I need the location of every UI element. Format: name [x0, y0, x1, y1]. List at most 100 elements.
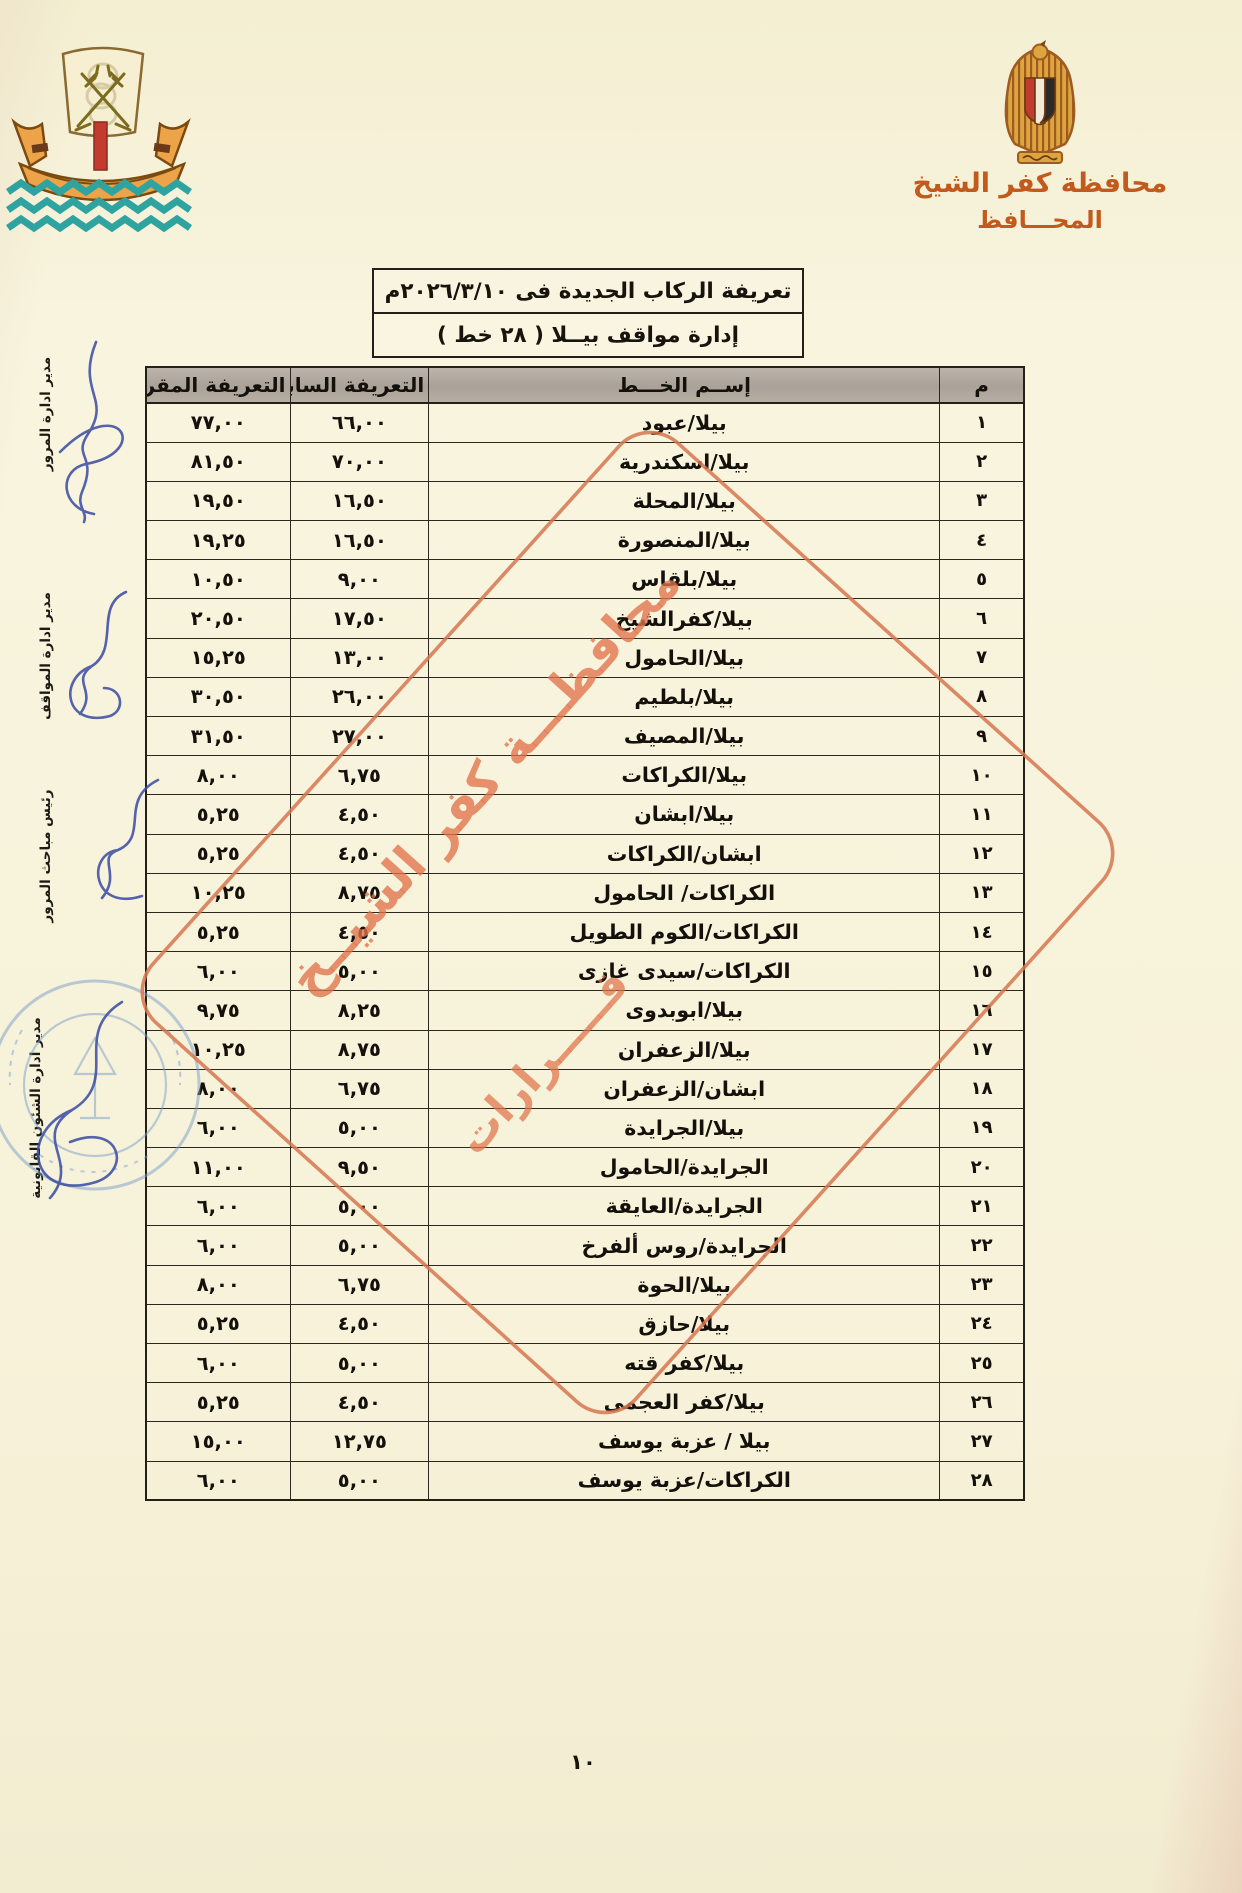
- table-row: ٨ بيلا/بلطيم ٢٦,٠٠ ٣٠,٥٠: [145, 676, 1025, 718]
- table-row: ٢٧ بيلا / عزبة يوسف ١٢,٧٥ ١٥,٠٠: [145, 1421, 1025, 1462]
- row-previous-fare-cell: ٨,٧٥: [289, 872, 430, 913]
- row-previous-fare-cell: ٩,٥٠: [289, 1147, 430, 1188]
- row-line-name-cell: بيلا/ابشان: [428, 794, 941, 835]
- row-approved-fare-cell: ٩,٧٥: [145, 990, 291, 1031]
- official-title-traffic-director: مدير ادارة المرور: [38, 356, 54, 472]
- row-index-cell: ٢٥: [939, 1342, 1025, 1384]
- row-approved-fare-cell: ٦,٠٠: [145, 1225, 291, 1266]
- table-row: ١٠ بيلا/الكراكات ٦,٧٥ ٨,٠٠: [145, 755, 1025, 796]
- row-approved-fare-cell: ٨١,٥٠: [145, 441, 291, 482]
- row-index-cell: ٥: [939, 559, 1025, 600]
- row-index-cell: ٢٨: [939, 1460, 1025, 1501]
- row-previous-fare-cell: ٥,٠٠: [289, 1107, 430, 1149]
- row-line-name-cell: بيلا/عبود: [428, 402, 941, 443]
- row-index-cell: ٢٣: [939, 1264, 1025, 1305]
- row-approved-fare-cell: ٦,٠٠: [145, 951, 291, 992]
- signature-traffic-director: [58, 340, 124, 524]
- row-line-name-cell: ابشان/الكراكات: [428, 833, 941, 874]
- fare-table: م إســم الخـــط التعريفة السابقة التعريف…: [145, 366, 1025, 1502]
- official-title-stations-director: مدير ادارة المواقف: [38, 592, 54, 720]
- header-previous-fare: التعريفة السابقة: [289, 366, 430, 404]
- governorate-office-block: محافظة كفر الشيخ المحـــافظ: [912, 168, 1168, 234]
- row-line-name-cell: بيلا / عزبة يوسف: [428, 1421, 941, 1462]
- table-row: ٢٤ بيلا/حازق ٤,٥٠ ٥,٢٥: [145, 1303, 1025, 1345]
- row-previous-fare-cell: ١٦,٥٠: [289, 480, 430, 522]
- row-index-cell: ١٨: [939, 1068, 1025, 1109]
- row-approved-fare-cell: ٥,٢٥: [145, 1382, 291, 1423]
- table-row: ٢٣ بيلا/الحوة ٦,٧٥ ٨,٠٠: [145, 1264, 1025, 1305]
- title-line1-suffix: م: [384, 279, 401, 304]
- row-approved-fare-cell: ٥,٢٥: [145, 794, 291, 835]
- table-row: ٢٨ الكراكات/عزبة يوسف ٥,٠٠ ٦,٠٠: [145, 1460, 1025, 1501]
- row-previous-fare-cell: ١٣,٠٠: [289, 637, 430, 678]
- row-line-name-cell: بيلا/حازق: [428, 1303, 941, 1345]
- row-line-name-cell: بيلا/الكراكات: [428, 755, 941, 796]
- official-title-traffic-investigations-chief: رئيس مباحث المرور: [38, 789, 54, 923]
- row-approved-fare-cell: ١٠,٥٠: [145, 559, 291, 600]
- row-approved-fare-cell: ١٥,٠٠: [145, 1421, 291, 1462]
- row-previous-fare-cell: ١٢,٧٥: [289, 1421, 430, 1462]
- row-index-cell: ١١: [939, 794, 1025, 835]
- table-row: ١٤ الكراكات/الكوم الطويل ٤,٥٠ ٥,٢٥: [145, 911, 1025, 953]
- table-row: ١٨ ابشان/الزعفران ٦,٧٥ ٨,٠٠: [145, 1068, 1025, 1109]
- row-line-name-cell: الكراكات/ الحامول: [428, 872, 941, 913]
- row-previous-fare-cell: ٨,٢٥: [289, 990, 430, 1031]
- title-line1: تعريفة الركاب الجديدة فى ٢٠٢٦/٣/١٠م: [372, 268, 804, 314]
- row-previous-fare-cell: ٢٧,٠٠: [289, 715, 430, 757]
- row-approved-fare-cell: ٦,٠٠: [145, 1460, 291, 1501]
- row-line-name-cell: بيلا/كفر العجمى: [428, 1382, 941, 1423]
- row-index-cell: ١٥: [939, 951, 1025, 992]
- fare-table-body: ١ بيلا/عبود ٦٦,٠٠ ٧٧,٠٠ ٢ بيلا/اسكندرية …: [145, 402, 1025, 1501]
- row-line-name-cell: بيلا/المنصورة: [428, 520, 941, 561]
- row-index-cell: ٢٤: [939, 1303, 1025, 1345]
- row-approved-fare-cell: ٦,٠٠: [145, 1186, 291, 1227]
- row-index-cell: ٤: [939, 520, 1025, 561]
- row-approved-fare-cell: ٨,٠٠: [145, 755, 291, 796]
- row-approved-fare-cell: ٥,٢٥: [145, 1303, 291, 1345]
- table-row: ٩ بيلا/المصيف ٢٧,٠٠ ٣١,٥٠: [145, 715, 1025, 757]
- table-row: ١١ بيلا/ابشان ٤,٥٠ ٥,٢٥: [145, 794, 1025, 835]
- title-line2: إدارة مواقف بيــلا ( ٢٨ خط ): [372, 314, 804, 358]
- row-approved-fare-cell: ١٠,٢٥: [145, 872, 291, 913]
- row-index-cell: ٢٢: [939, 1225, 1025, 1266]
- row-approved-fare-cell: ٦,٠٠: [145, 1107, 291, 1149]
- row-line-name-cell: بيلا/كفر قته: [428, 1342, 941, 1384]
- row-line-name-cell: بيلا/بلطيم: [428, 676, 941, 718]
- fare-table-header: م إســم الخـــط التعريفة السابقة التعريف…: [145, 366, 1025, 404]
- egypt-eagle-emblem: [988, 38, 1092, 166]
- row-previous-fare-cell: ٢٦,٠٠: [289, 676, 430, 718]
- row-previous-fare-cell: ٥,٠٠: [289, 951, 430, 992]
- table-row: ٢ بيلا/اسكندرية ٧٠,٠٠ ٨١,٥٠: [145, 441, 1025, 482]
- row-index-cell: ١٤: [939, 911, 1025, 953]
- header-line-name: إســم الخـــط: [428, 366, 941, 404]
- table-row: ٢٢ الجرايدة/روس ألفرخ ٥,٠٠ ٦,٠٠: [145, 1225, 1025, 1266]
- table-row: ٦ بيلا/كفرالشيخ ١٧,٥٠ ٢٠,٥٠: [145, 598, 1025, 639]
- row-line-name-cell: بيلا/الحوة: [428, 1264, 941, 1305]
- row-line-name-cell: بيلا/المحلة: [428, 480, 941, 522]
- row-line-name-cell: بيلا/ابوبدوى: [428, 990, 941, 1031]
- table-row: ١٣ الكراكات/ الحامول ٨,٧٥ ١٠,٢٥: [145, 872, 1025, 913]
- row-approved-fare-cell: ٣١,٥٠: [145, 715, 291, 757]
- row-approved-fare-cell: ٧٧,٠٠: [145, 402, 291, 443]
- row-index-cell: ١٦: [939, 990, 1025, 1031]
- row-approved-fare-cell: ٢٠,٥٠: [145, 598, 291, 639]
- row-previous-fare-cell: ٦٦,٠٠: [289, 402, 430, 443]
- row-index-cell: ٢٦: [939, 1382, 1025, 1423]
- eagle-emblem-graphic: [1004, 40, 1076, 164]
- title-line1-prefix: تعريفة الركاب الجديدة فى: [507, 279, 792, 304]
- row-previous-fare-cell: ٤,٥٠: [289, 1303, 430, 1345]
- row-previous-fare-cell: ٩,٠٠: [289, 559, 430, 600]
- table-row: ١ بيلا/عبود ٦٦,٠٠ ٧٧,٠٠: [145, 402, 1025, 443]
- table-row: ٧ بيلا/الحامول ١٣,٠٠ ١٥,٢٥: [145, 637, 1025, 678]
- row-previous-fare-cell: ٥,٠٠: [289, 1225, 430, 1266]
- row-approved-fare-cell: ٥,٢٥: [145, 833, 291, 874]
- title-date: ٢٠٢٦/٣/١٠: [400, 279, 508, 304]
- table-row: ١٦ بيلا/ابوبدوى ٨,٢٥ ٩,٧٥: [145, 990, 1025, 1031]
- row-previous-fare-cell: ٦,٧٥: [289, 755, 430, 796]
- row-line-name-cell: الكراكات/الكوم الطويل: [428, 911, 941, 953]
- signature-stations-director: [69, 590, 128, 720]
- row-previous-fare-cell: ١٧,٥٠: [289, 598, 430, 639]
- table-row: ٢٥ بيلا/كفر قته ٥,٠٠ ٦,٠٠: [145, 1342, 1025, 1384]
- row-line-name-cell: الجرايدة/روس ألفرخ: [428, 1225, 941, 1266]
- page-number: ١٠: [570, 1750, 596, 1774]
